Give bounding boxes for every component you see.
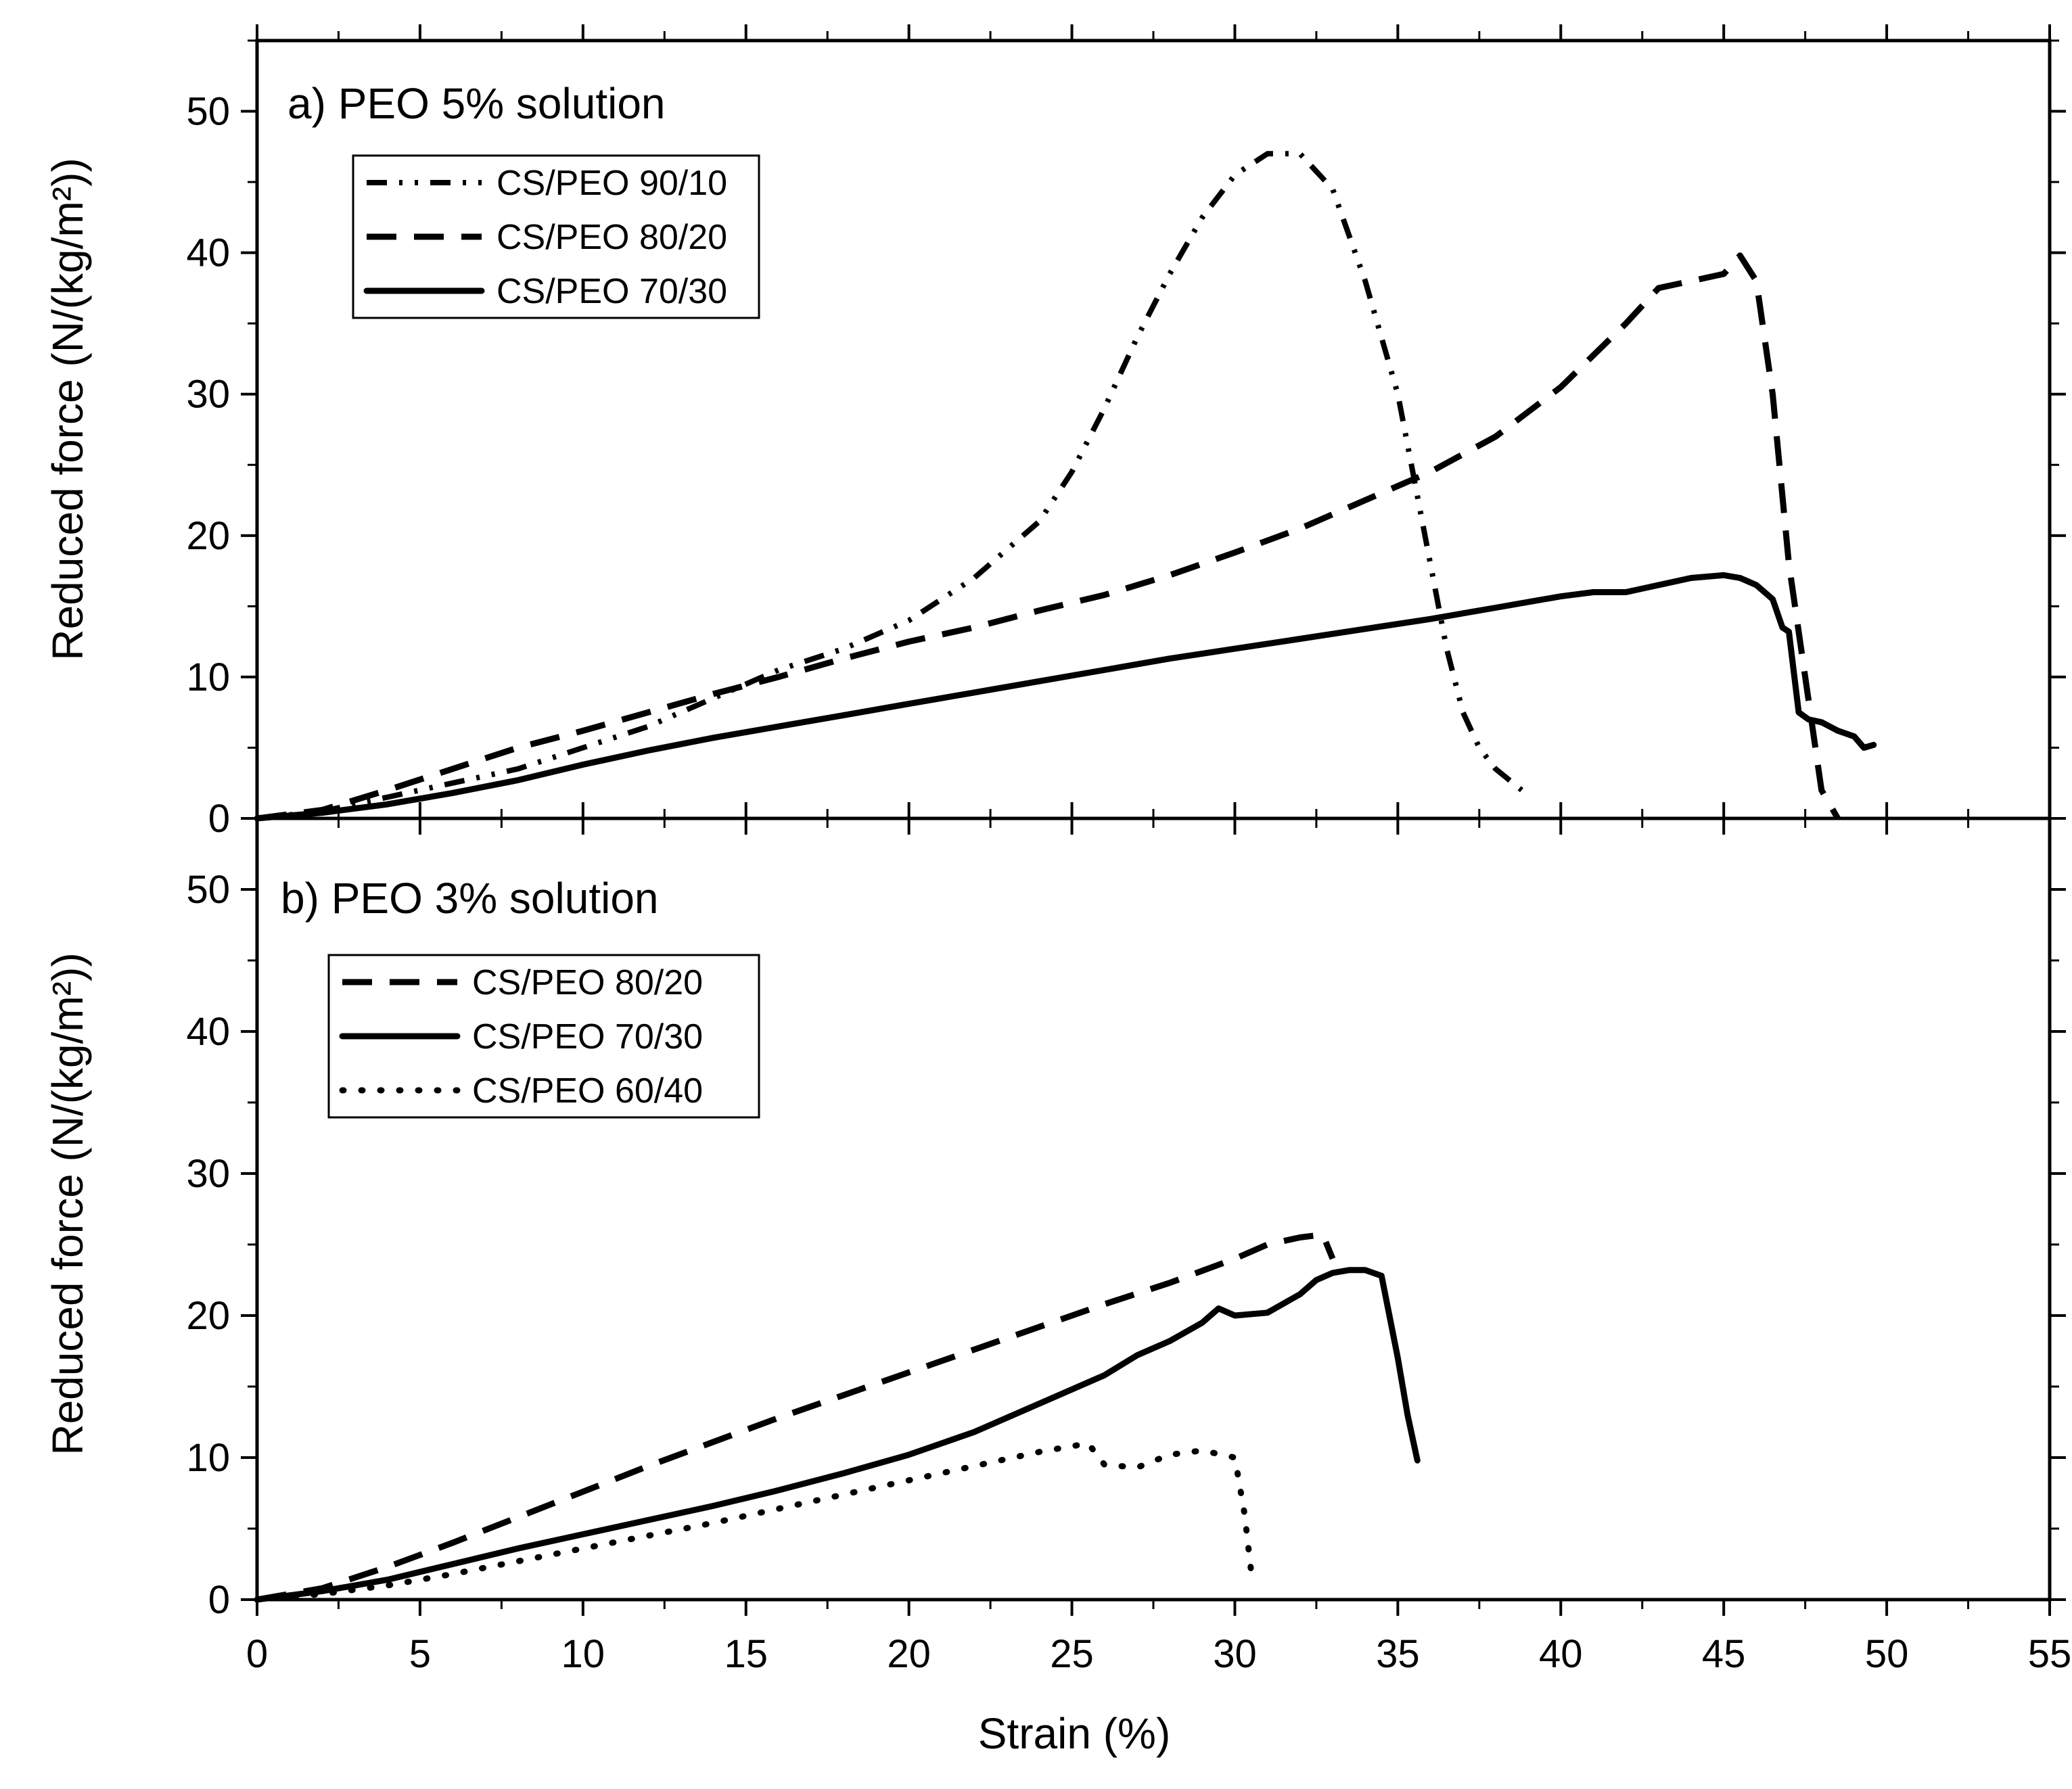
panel-b-x-tick-label: 0 — [246, 1632, 268, 1676]
panel-a-series — [254, 151, 1877, 822]
panel-b-y-tick-label: 20 — [186, 1294, 230, 1338]
panel-b-y-tick-label: 50 — [186, 868, 230, 912]
panel-b-x-tick-label: 15 — [724, 1632, 768, 1676]
panel-a-title: a) PEO 5% solution — [287, 79, 666, 128]
panel-a-y-tick-label: 40 — [186, 231, 230, 275]
panel-b-frame — [255, 816, 2052, 1602]
panel-b-x-tick-label: 55 — [2028, 1632, 2072, 1676]
panel-b-x-tick-label: 35 — [1376, 1632, 1420, 1676]
panel-a-legend-label-3: CS/PEO 70/30 — [497, 272, 727, 311]
panel-a-series-2-line — [256, 252, 1841, 822]
panel-a-series-1-line — [256, 151, 1524, 821]
panel-b-x-tick-label: 40 — [1539, 1632, 1583, 1676]
panel-b-y-axis-title-text: Reduced force (N/(kg/m²)) — [43, 952, 92, 1455]
panel-a-legend-label-1: CS/PEO 90/10 — [497, 164, 727, 203]
panel-b-series-3-line — [254, 1440, 1254, 1603]
x-axis-title: Strain (%) — [978, 1709, 1171, 1758]
panel-b-title: b) PEO 3% solution — [281, 874, 659, 923]
panel-b-y-axis-title: Reduced force (N/(kg/m²)) — [43, 952, 92, 1455]
panel-a-series-3-line — [254, 572, 1877, 822]
panel-a-y-tick-label: 10 — [186, 655, 230, 699]
panel-b-legend-label-2: CS/PEO 70/30 — [472, 1017, 703, 1056]
panel-b-x-tick-label: 5 — [409, 1632, 431, 1676]
panel-b-x-tick-label: 30 — [1213, 1632, 1257, 1676]
panel-a-y-tick-label: 0 — [208, 797, 230, 841]
panel-b-series — [254, 1231, 1421, 1603]
panel-a-y-axis-title-text: Reduced force (N/(kg/m²)) — [43, 158, 92, 660]
panel-b-x-tick-label: 25 — [1050, 1632, 1094, 1676]
panel-b-y-tick-label: 10 — [186, 1436, 230, 1480]
panel-b-tick-labels: 0 5 10 15 20 25 30 35 40 45 50 55 0 10 20 30 40 50 — [186, 868, 2071, 1676]
panel-b-x-tick-label: 45 — [1702, 1632, 1746, 1676]
panel-a-y-tick-label: 50 — [186, 90, 230, 134]
panel-b-chart: 0 5 10 15 20 25 30 35 40 45 50 55 0 10 20 30 40 50 b) PEO… — [43, 802, 2071, 1676]
panel-b-series-1-line — [256, 1231, 1336, 1603]
panel-a-y-tick-label: 30 — [186, 373, 230, 417]
panel-b-x-tick-label: 50 — [1865, 1632, 1909, 1676]
panel-b-x-tick-label: 10 — [561, 1632, 605, 1676]
panel-a-y-tick-label: 20 — [186, 514, 230, 558]
panel-a-legend: CS/PEO 90/10 CS/PEO 80/20 CS/PEO 70/30 — [352, 154, 760, 319]
panel-b-legend-label-3: CS/PEO 60/40 — [472, 1071, 703, 1111]
panel-a-tick-labels: 0 10 20 30 40 50 — [186, 90, 230, 841]
panel-b-y-tick-label: 0 — [208, 1578, 230, 1622]
panel-b-x-tick-label: 20 — [887, 1632, 931, 1676]
panel-a-chart: 0 10 20 30 40 50 a) PEO 5% solution Reduced f… — [43, 24, 2066, 841]
panel-b-y-tick-label: 40 — [186, 1010, 230, 1054]
panel-a-legend-label-2: CS/PEO 80/20 — [497, 218, 727, 257]
panel-b-series-2-line — [254, 1267, 1421, 1603]
panel-b-legend: CS/PEO 80/20 CS/PEO 70/30 CS/PEO 60/40 — [327, 954, 760, 1119]
panel-a-y-axis-title: Reduced force (N/(kg/m²)) — [43, 158, 92, 660]
panel-b-legend-label-1: CS/PEO 80/20 — [472, 963, 703, 1002]
panel-b-y-tick-label: 30 — [186, 1152, 230, 1196]
